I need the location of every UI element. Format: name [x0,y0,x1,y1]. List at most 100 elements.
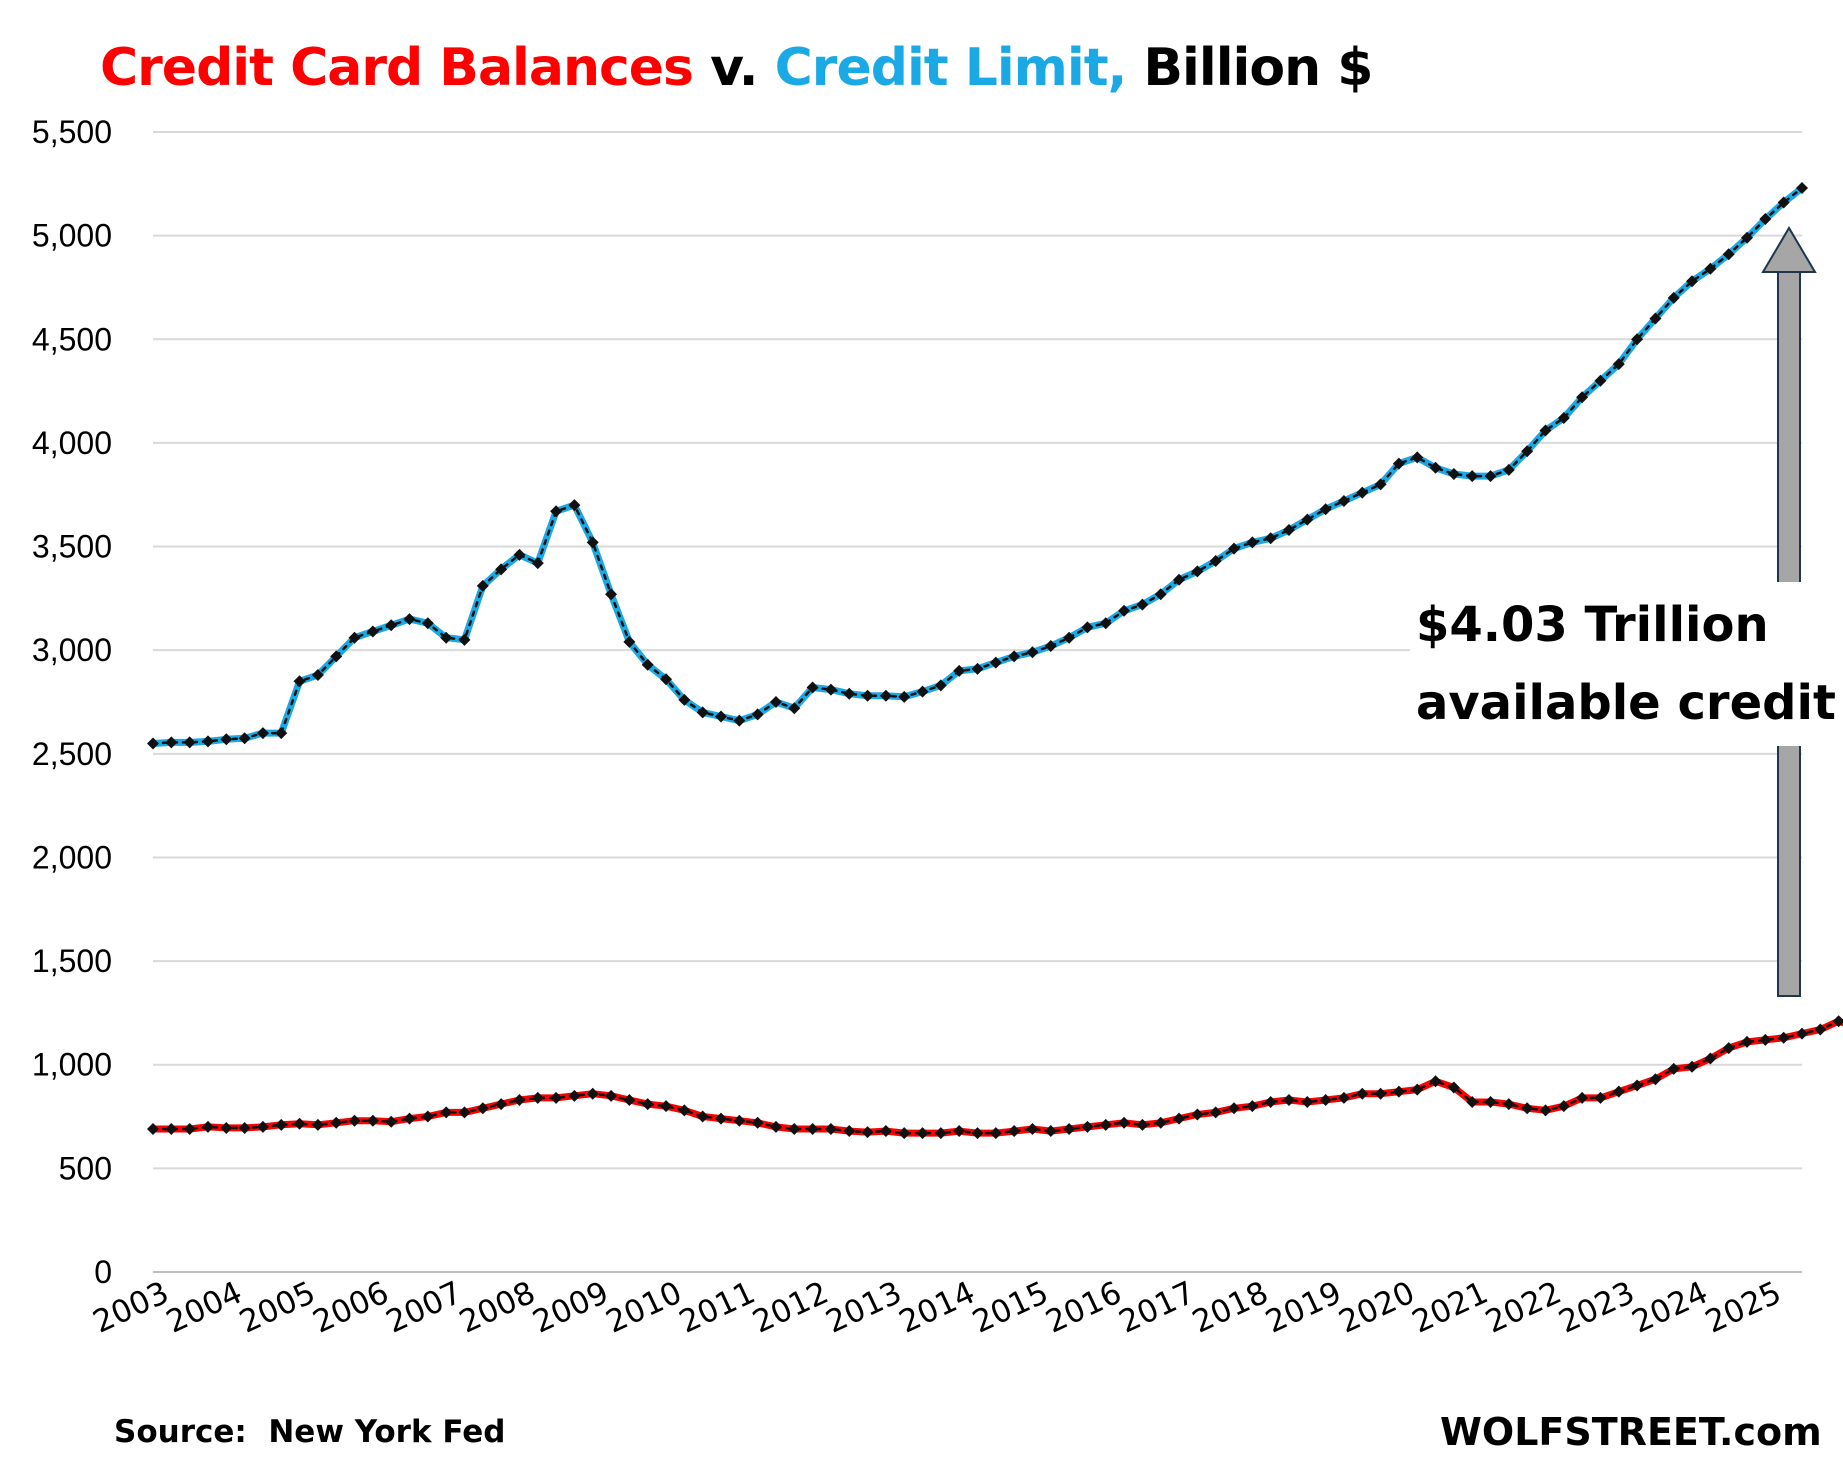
data-point-credit-card-balances [330,1116,343,1129]
data-point-credit-card-balances [495,1098,508,1111]
data-point-credit-limit [1319,503,1332,516]
data-point-credit-card-balances [1374,1087,1387,1100]
data-point-credit-limit [733,714,746,727]
data-point-credit-limit [147,737,159,750]
data-point-credit-card-balances [1612,1085,1625,1098]
brand-logo-text: WOLFSTREET.com [1440,1410,1822,1454]
data-point-credit-limit [843,687,856,700]
data-point-credit-card-balances [1264,1096,1277,1109]
data-point-credit-card-balances [1209,1106,1222,1119]
data-point-credit-card-balances [458,1106,471,1119]
data-point-credit-card-balances [1447,1081,1460,1094]
data-point-credit-limit [714,710,727,723]
data-point-credit-card-balances [641,1098,654,1111]
data-point-credit-card-balances [201,1120,214,1133]
data-point-credit-limit [550,505,563,518]
data-point-credit-card-balances [1392,1085,1405,1098]
data-point-credit-card-balances [348,1114,361,1127]
data-point-credit-limit [1667,291,1680,304]
data-point-credit-limit [898,690,911,703]
data-point-credit-card-balances [660,1100,673,1113]
data-point-credit-card-balances [1832,1015,1843,1028]
data-point-credit-limit [1704,262,1717,275]
grid-lines [153,131,1802,1170]
data-point-credit-limit [385,619,398,632]
data-point-credit-card-balances [568,1089,581,1102]
data-point-credit-limit [513,548,526,561]
title-balances: Credit Card Balances [100,38,694,98]
data-point-credit-limit [1686,275,1699,288]
data-point-credit-limit [1557,412,1570,425]
data-point-credit-card-balances [1557,1100,1570,1113]
data-point-credit-card-balances [1722,1042,1735,1055]
annotation-line-1: $4.03 Trillion [1416,597,1769,653]
data-point-credit-card-balances [256,1120,269,1133]
data-point-credit-limit [1411,451,1424,464]
data-point-credit-card-balances [953,1125,966,1138]
data-point-credit-card-balances [513,1093,526,1106]
data-point-credit-limit [916,685,929,698]
data-point-credit-limit [201,735,214,748]
data-point-credit-card-balances [220,1121,233,1134]
data-point-credit-limit [1209,555,1222,568]
data-point-credit-card-balances [1502,1098,1515,1111]
data-point-credit-limit [1081,621,1094,634]
data-point-credit-card-balances [1631,1079,1644,1092]
data-point-credit-limit [824,683,837,696]
data-point-credit-limit [1136,598,1149,611]
y-tick-label: 0 [94,1254,112,1290]
data-point-credit-limit [1502,463,1515,476]
data-point-credit-card-balances [879,1125,892,1138]
data-point-credit-limit [879,689,892,702]
data-point-credit-card-balances [1796,1027,1808,1040]
data-point-credit-limit [1228,542,1241,555]
data-point-credit-limit [1539,424,1552,437]
x-axis-ticks: 2003200420052006200720082009201020112012… [88,1275,1787,1341]
data-point-credit-card-balances [476,1102,489,1115]
data-point-credit-card-balances [1356,1087,1369,1100]
data-point-credit-card-balances [147,1122,159,1135]
data-point-credit-limit [183,736,196,749]
data-point-credit-limit [623,635,636,648]
data-point-credit-limit [1521,445,1534,458]
data-point-credit-limit [641,658,654,671]
data-point-credit-card-balances [861,1126,874,1139]
data-point-credit-card-balances [806,1122,819,1135]
data-point-credit-card-balances [440,1106,453,1119]
title-unit: Billion $ [1126,38,1373,98]
data-point-credit-card-balances [623,1093,636,1106]
data-point-credit-card-balances [1576,1091,1589,1104]
data-point-credit-limit [1337,494,1350,507]
data-point-credit-limit [1191,565,1204,578]
data-point-credit-card-balances [586,1087,599,1100]
data-point-credit-limit [660,673,673,686]
data-point-credit-card-balances [788,1122,801,1135]
data-point-credit-card-balances [183,1122,196,1135]
data-point-credit-limit [495,563,508,576]
data-point-credit-limit [1631,333,1644,346]
chart-title: Credit Card Balances v. Credit Limit, Bi… [100,38,1373,98]
y-tick-label: 5,500 [32,114,112,150]
data-point-credit-limit [1594,374,1607,387]
data-point-credit-limit [678,693,691,706]
data-point-credit-card-balances [1063,1122,1076,1135]
data-point-credit-card-balances [1044,1125,1057,1138]
title-credit-limit: Credit Limit, [774,38,1128,98]
data-point-credit-limit [293,675,306,688]
data-point-credit-card-balances [751,1116,764,1129]
data-point-credit-card-balances [366,1114,379,1127]
y-tick-label: 500 [59,1150,112,1186]
data-point-credit-card-balances [385,1115,398,1128]
data-point-credit-card-balances [824,1122,837,1135]
title-versus: v. [693,38,775,98]
data-point-credit-card-balances [1521,1102,1534,1115]
data-point-credit-card-balances [1667,1062,1680,1075]
data-point-credit-limit [1246,536,1259,549]
data-point-credit-card-balances [1246,1100,1259,1113]
data-point-credit-card-balances [1814,1023,1827,1036]
data-point-credit-limit [1154,588,1167,601]
y-axis-ticks: 0 500 1,000 1,500 2,000 2,500 3,000 3,500 4,000 4… [32,114,112,1290]
data-point-credit-card-balances [1704,1052,1717,1065]
data-point-credit-card-balances [165,1122,178,1135]
data-point-credit-card-balances [1649,1073,1662,1086]
